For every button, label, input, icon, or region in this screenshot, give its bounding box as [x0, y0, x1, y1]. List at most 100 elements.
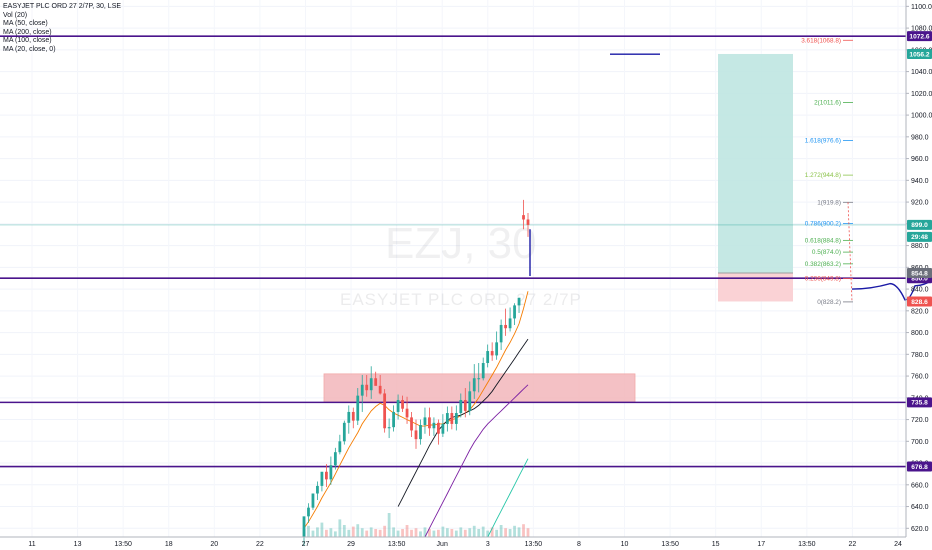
volume-bars	[302, 513, 530, 537]
x-tick-label: 22	[256, 541, 264, 548]
fib-label: 1.618(976.6)	[805, 138, 841, 145]
volume-bar	[517, 527, 521, 537]
candle-body	[441, 423, 445, 434]
candle-body	[513, 305, 516, 319]
volume-bar	[428, 529, 431, 537]
candle-body	[454, 413, 458, 424]
moving-averages	[303, 291, 529, 538]
x-tick-label: 22	[849, 541, 857, 548]
volume-bar	[441, 526, 445, 537]
volume-bar	[369, 527, 373, 537]
volume-bar	[522, 524, 525, 537]
price-tag-bg	[907, 31, 932, 42]
volume-bar	[526, 528, 530, 537]
candle-body	[499, 324, 503, 343]
candle-body	[392, 411, 395, 428]
candle-body	[419, 424, 422, 440]
volume-bar	[477, 529, 481, 537]
candle-body	[396, 399, 400, 412]
volume-bar	[342, 525, 346, 537]
candle-body	[405, 408, 409, 418]
price-tag-label: 29:48	[911, 234, 928, 241]
legend-title[interactable]: EASYJET PLC ORD 27 2/7P, 30, LSE	[3, 3, 122, 10]
candle-body	[495, 342, 499, 356]
candle-body	[445, 413, 449, 424]
x-tick-label: 8	[577, 541, 581, 548]
x-tick-label: 20	[210, 541, 218, 548]
volume-bar	[338, 519, 342, 537]
candle-body	[365, 384, 369, 391]
candle-body	[387, 427, 391, 429]
legend-item-ma50[interactable]: MA (50, close)	[3, 20, 48, 28]
price-tag-label: 828.6	[911, 299, 928, 306]
stop-zone	[718, 272, 793, 302]
price-tags: 1072.6 850.0 735.8 676.8 1056.2 899.0 29:48 854…	[907, 31, 932, 472]
candle-body	[486, 351, 490, 364]
price-tag-label: 899.0	[911, 222, 928, 229]
candle-body	[504, 324, 507, 329]
volume-bar	[396, 530, 400, 537]
candle-body	[526, 219, 530, 225]
candle-body	[325, 471, 328, 480]
candle-body	[360, 384, 364, 396]
ma20-line	[303, 291, 529, 529]
x-tick-label: Jun	[437, 541, 448, 548]
fib-label: 0.618(884.8)	[805, 237, 841, 244]
candle-body	[307, 507, 310, 517]
projection-drawing[interactable]	[529, 51, 932, 301]
volume-bar	[423, 527, 427, 537]
candle-body	[378, 385, 382, 394]
price-tag-bg	[907, 461, 932, 472]
candle-body	[316, 485, 319, 494]
y-tick-label: 820.0	[911, 308, 929, 315]
y-tick-label: 640.0	[911, 504, 929, 511]
volume-bar	[486, 530, 490, 537]
projection-path	[851, 279, 932, 301]
horizontal-levels[interactable]	[0, 35, 906, 468]
volume-bar	[387, 513, 391, 537]
candle-body	[320, 471, 324, 486]
candle-body	[463, 399, 467, 411]
volume-bar	[347, 529, 351, 537]
price-tag-bg	[907, 267, 932, 278]
legend-item-ma200[interactable]: MA (200, close)	[3, 28, 52, 36]
volume-bar	[437, 529, 440, 537]
price-tag-label: 676.8	[911, 464, 928, 471]
volume-bar	[414, 528, 418, 537]
x-tick-label: 27	[302, 541, 310, 548]
candle-body	[481, 363, 485, 379]
legend-item-ma20[interactable]: MA (20, close, 0)	[3, 45, 56, 53]
volume-bar	[504, 528, 507, 537]
price-tag-bg	[907, 48, 932, 59]
fib-trend-line	[847, 202, 853, 302]
candle-body	[356, 395, 360, 421]
y-tick-label: 760.0	[911, 374, 929, 381]
price-tag-bg	[907, 296, 932, 307]
ma50-line	[397, 338, 529, 507]
candle-body	[347, 411, 351, 423]
x-tick-label: 13:50	[388, 541, 406, 548]
candle-body	[517, 297, 521, 306]
legend-item-ma100[interactable]: MA (100, close)	[3, 37, 52, 45]
candle-body	[468, 391, 472, 411]
fibonacci-extension[interactable]: 3.618(1068.8) 2(1011.6) 1.618(976.6) 1.272(…	[801, 37, 853, 306]
volume-bar	[468, 528, 472, 537]
volume-bar	[454, 530, 458, 537]
x-tick-label: 13:50	[798, 541, 816, 548]
time-axis[interactable]: 11 13 13:50 18 20 22 27 29 13:50 Jun 3 13:50 8 10 13:5…	[0, 536, 906, 548]
volume-bar	[499, 525, 503, 537]
x-tick-label: 13:50	[114, 541, 132, 548]
candle-body	[374, 378, 378, 386]
candle-body	[342, 422, 346, 442]
y-tick-label: 940.0	[911, 178, 929, 185]
x-tick-label: 15	[712, 541, 720, 548]
volume-bar	[320, 522, 324, 537]
fib-label: 0(828.2)	[817, 299, 841, 306]
volume-bar	[513, 525, 516, 537]
x-tick-label: 13:50	[661, 541, 679, 548]
volume-bar	[374, 529, 378, 537]
candle-body	[450, 413, 454, 424]
legend-item-vol[interactable]: Vol (20)	[3, 11, 28, 19]
volume-bar	[325, 529, 328, 537]
